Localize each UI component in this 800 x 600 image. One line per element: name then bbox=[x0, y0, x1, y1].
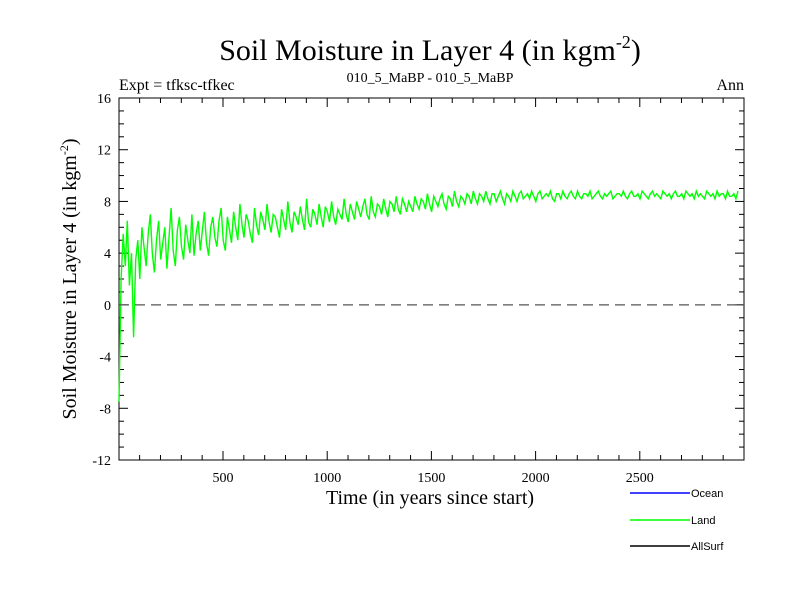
x-tick-label: 1500 bbox=[417, 471, 445, 486]
legend-allsurf-label: AllSurf bbox=[691, 541, 724, 553]
y-tick-label: -12 bbox=[92, 454, 111, 469]
experiment-label: Expt = tfksc-tfkec bbox=[119, 77, 235, 94]
legend: Ocean Land AllSurf bbox=[630, 488, 724, 553]
y-tick-label: -8 bbox=[99, 402, 111, 417]
chart-title-close: ) bbox=[631, 34, 641, 67]
legend-ocean-label: Ocean bbox=[691, 488, 723, 500]
chart-title-text: Soil Moisture in Layer 4 (in kgm bbox=[219, 34, 616, 67]
y-tick-label: 0 bbox=[104, 299, 111, 314]
y-tick-label: 8 bbox=[104, 195, 111, 210]
x-axis: 500 1000 1500 2000 2500 bbox=[139, 98, 724, 486]
y-tick-label: 4 bbox=[104, 247, 111, 262]
x-tick-label: 2000 bbox=[522, 471, 550, 486]
series-group bbox=[118, 188, 739, 402]
x-tick-label: 500 bbox=[212, 471, 233, 486]
x-tick-label: 2500 bbox=[626, 471, 654, 486]
y-axis: -12 -8 -4 0 4 8 12 16 bbox=[92, 92, 744, 469]
y-tick-label: 16 bbox=[97, 92, 111, 107]
season-label: Ann bbox=[716, 77, 744, 94]
plot-frame bbox=[118, 97, 745, 461]
chart-title: Soil Moisture in Layer 4 (in kgm-2) bbox=[219, 32, 641, 67]
x-tick-label: 1000 bbox=[313, 471, 341, 486]
y-tick-label: -4 bbox=[99, 351, 111, 366]
y-axis-label: Soil Moisture in Layer 4 (in kgm-2) bbox=[57, 138, 81, 419]
y-axis-label-superscript: -2 bbox=[57, 145, 71, 155]
legend-land-label: Land bbox=[691, 515, 715, 527]
y-axis-label-text: Soil Moisture in Layer 4 (in kgm bbox=[59, 155, 81, 420]
x-axis-label: Time (in years since start) bbox=[326, 487, 534, 509]
y-tick-label: 12 bbox=[97, 144, 111, 159]
y-axis-label-close: ) bbox=[59, 138, 81, 145]
period-label: 010_5_MaBP - 010_5_MaBP bbox=[347, 71, 514, 86]
chart-title-superscript: -2 bbox=[616, 32, 631, 52]
series-land-line bbox=[118, 188, 739, 402]
